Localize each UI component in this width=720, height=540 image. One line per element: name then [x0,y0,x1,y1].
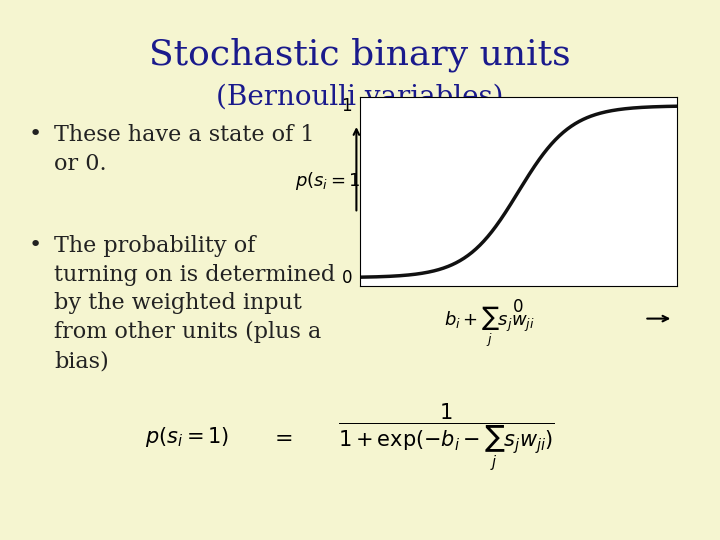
Text: Stochastic binary units: Stochastic binary units [149,38,571,72]
Text: $p(s_i = 1)$: $p(s_i = 1)$ [294,170,368,192]
Text: $\dfrac{1}{1 + \exp(-b_i - \sum_j s_j w_{ji})}$: $\dfrac{1}{1 + \exp(-b_i - \sum_j s_j w_… [338,402,555,473]
Text: 0: 0 [513,298,523,316]
Text: $p(s_i = 1)$: $p(s_i = 1)$ [145,426,230,449]
Text: 1: 1 [341,97,352,115]
Text: (Bernoulli variables): (Bernoulli variables) [216,84,504,111]
Text: •: • [29,235,42,255]
Text: •: • [29,124,42,144]
Text: These have a state of 1
or 0.: These have a state of 1 or 0. [54,124,315,175]
Text: 0: 0 [341,268,352,287]
Text: $b_i + \sum_j s_j w_{ji}$: $b_i + \sum_j s_j w_{ji}$ [444,305,535,349]
Text: The probability of
turning on is determined
by the weighted input
from other uni: The probability of turning on is determi… [54,235,336,372]
Text: $=$: $=$ [269,427,292,448]
